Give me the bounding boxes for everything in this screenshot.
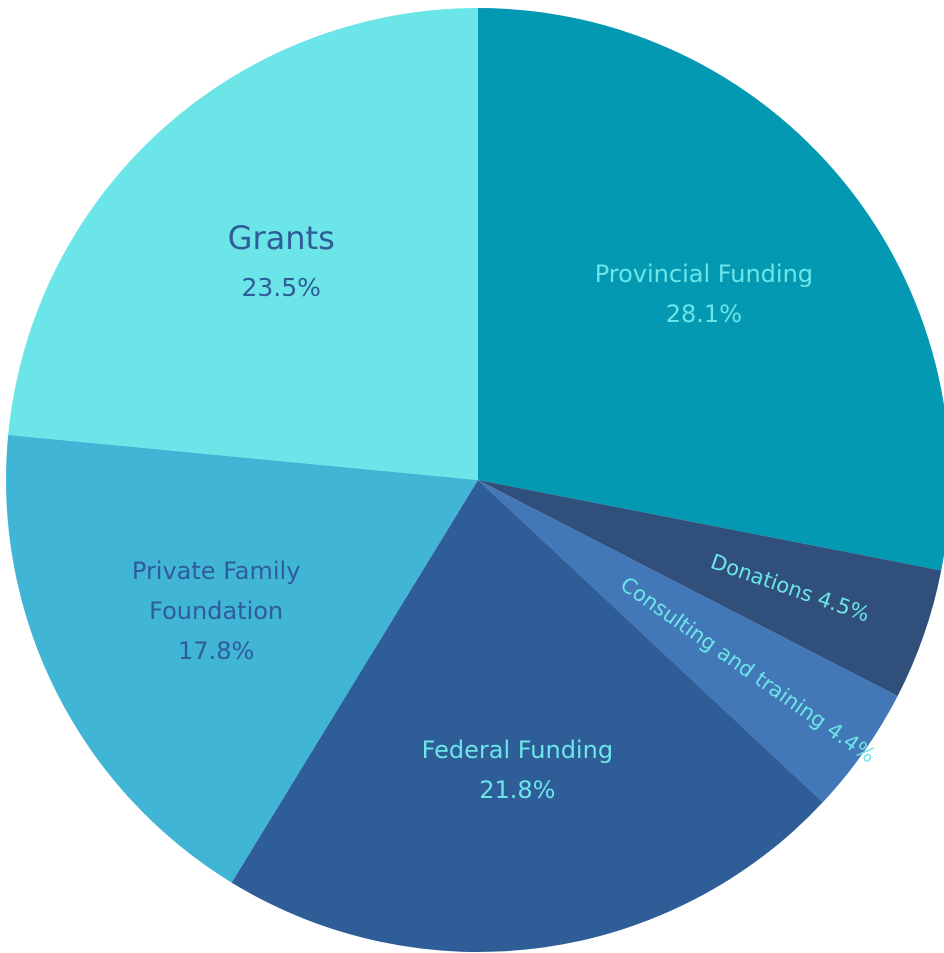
slice-label: Provincial Funding 28.1% xyxy=(584,254,824,334)
value-label: 28.1% xyxy=(665,299,743,328)
slice-label: Private Family Foundation 17.8% xyxy=(96,551,336,671)
slice-label: Federal Funding 21.8% xyxy=(397,730,637,810)
category-label: Grants xyxy=(227,219,335,258)
pie-slice xyxy=(8,8,478,480)
pie-slice xyxy=(478,8,944,571)
value-label: 23.5% xyxy=(241,273,321,303)
value-label: 17.8% xyxy=(178,636,255,665)
category-label: Federal Funding xyxy=(421,735,614,764)
pie-slice xyxy=(5,434,478,883)
pie-slice xyxy=(478,480,942,697)
value-label: 21.8% xyxy=(479,775,556,804)
category-label: Private Family Foundation xyxy=(131,556,301,625)
pie-slice xyxy=(478,480,898,803)
pie-slice xyxy=(231,480,823,952)
category-label: Provincial Funding xyxy=(594,259,814,288)
slice-label: Grants 23.5% xyxy=(161,213,401,313)
